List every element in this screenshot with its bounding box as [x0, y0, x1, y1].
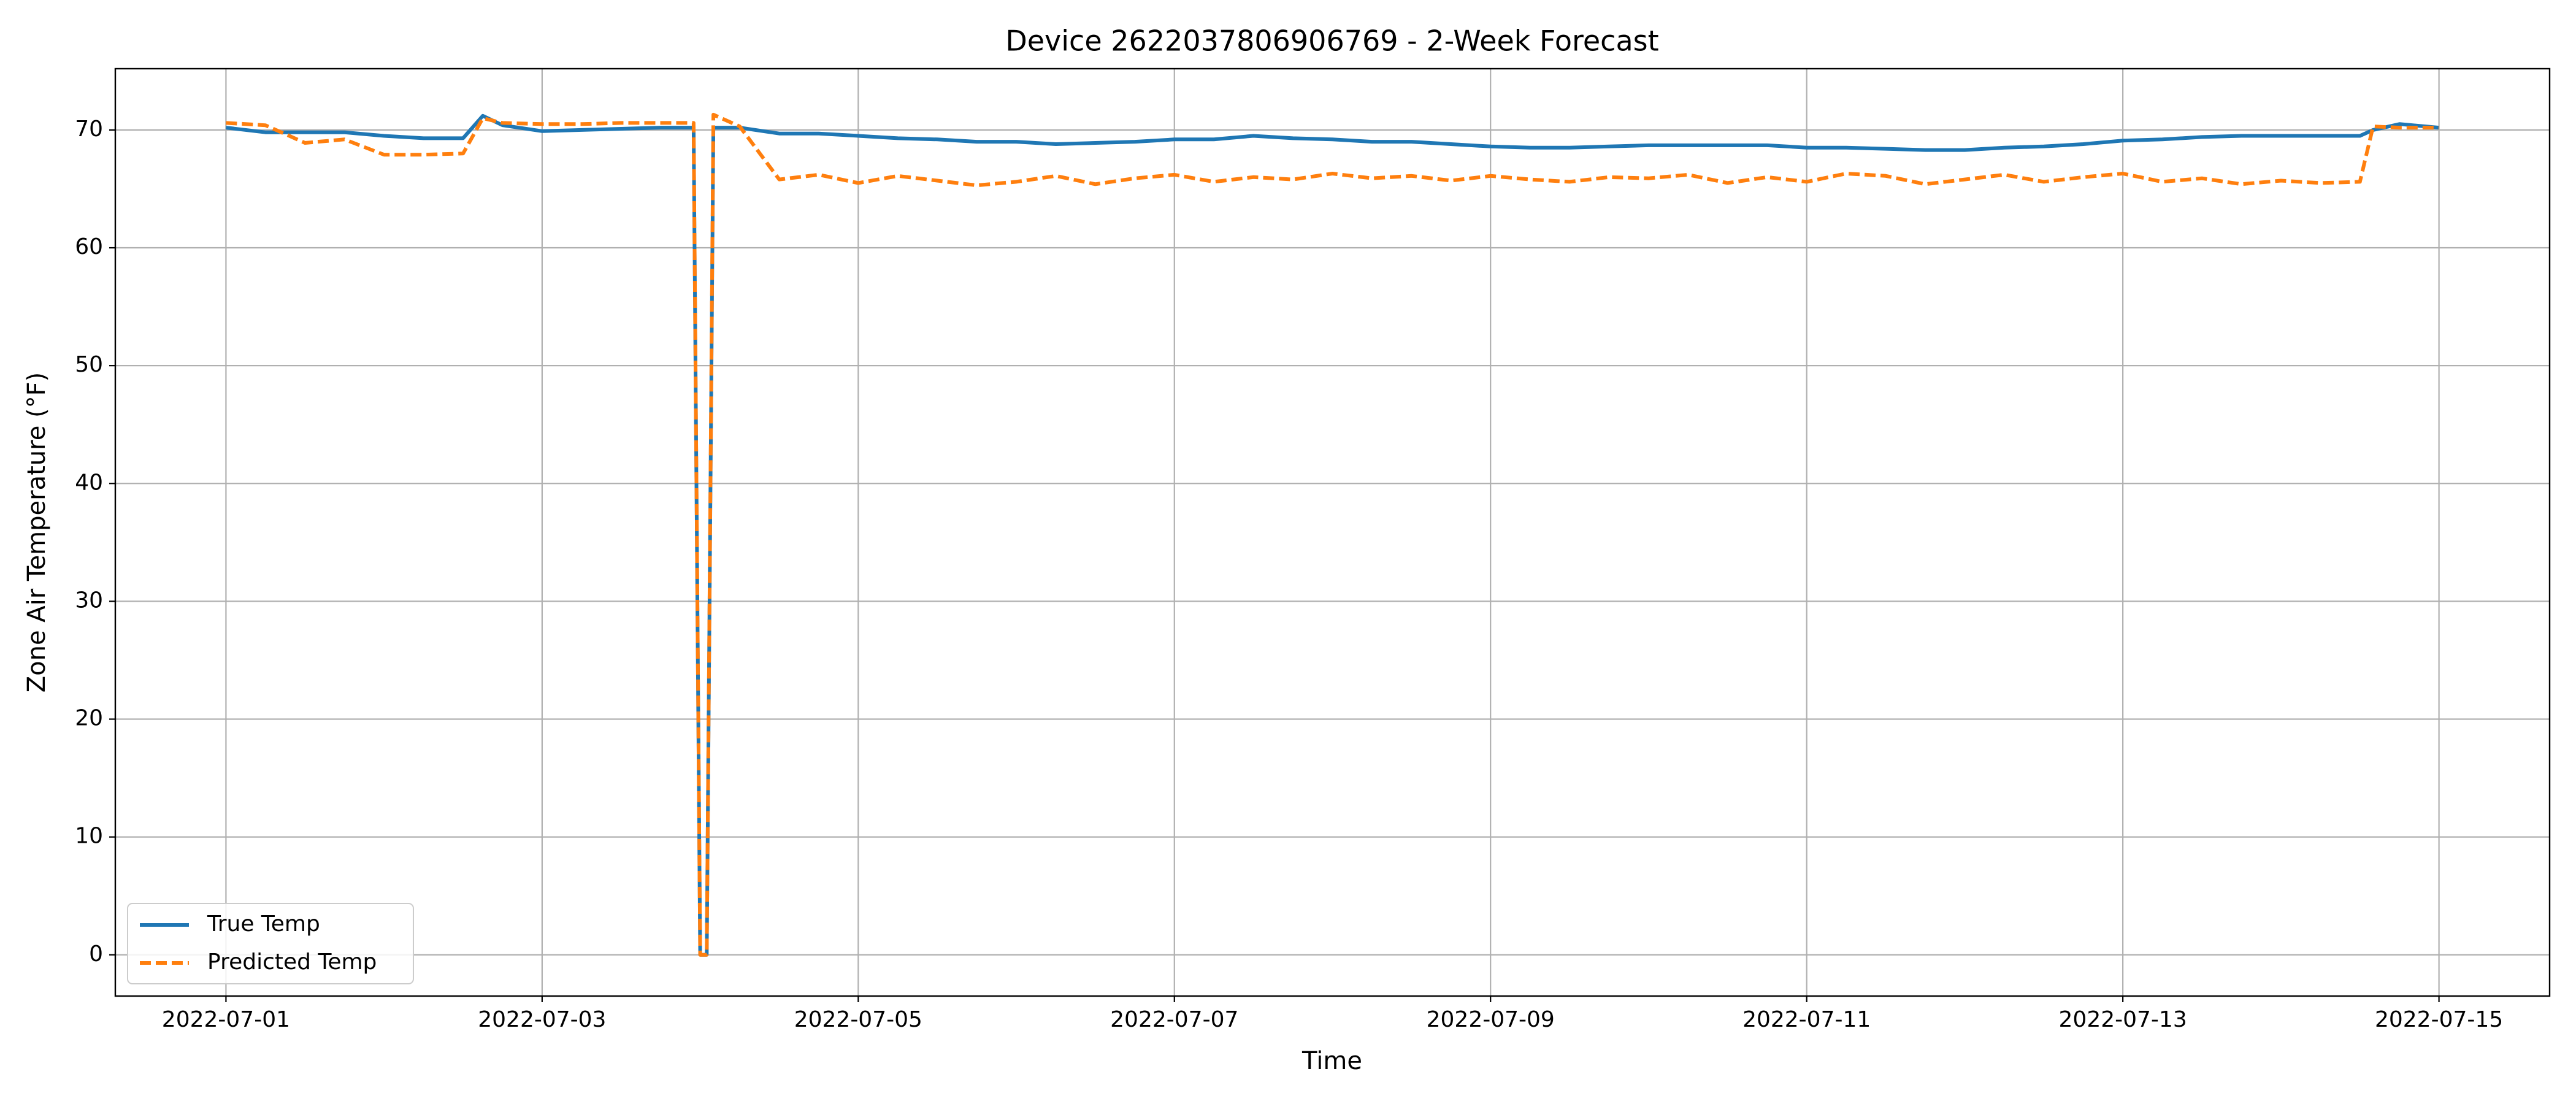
- x-tick-label: 2022-07-11: [1742, 1007, 1871, 1032]
- legend-label: Predicted Temp: [207, 949, 377, 975]
- y-tick-label: 20: [75, 706, 103, 731]
- y-tick-label: 40: [75, 470, 103, 495]
- legend-label: True Temp: [207, 911, 320, 937]
- y-tick-label: 70: [75, 117, 103, 142]
- x-tick-label: 2022-07-05: [794, 1007, 922, 1032]
- legend: True Temp Predicted Temp: [127, 903, 414, 984]
- x-tick-label: 2022-07-13: [2059, 1007, 2187, 1032]
- x-tick-label: 2022-07-03: [478, 1007, 606, 1032]
- chart-title: Device 2622037806906769 - 2-Week Forecas…: [1005, 25, 1658, 58]
- y-tick-label: 0: [89, 941, 103, 967]
- y-tick-label: 60: [75, 234, 103, 259]
- legend-box: [127, 903, 414, 984]
- axes-frame: [114, 67, 2551, 997]
- line-series: [226, 112, 2439, 957]
- y-axis-label: Zone Air Temperature (°F): [23, 372, 51, 693]
- x-tick-label: 2022-07-09: [1427, 1007, 1555, 1032]
- x-tick-label: 2022-07-15: [2375, 1007, 2503, 1032]
- line-series: [226, 113, 2439, 957]
- y-tick-label: 10: [75, 824, 103, 849]
- x-tick-label: 2022-07-01: [162, 1007, 290, 1032]
- y-tick-label: 30: [75, 588, 103, 613]
- x-tick-label: 2022-07-07: [1110, 1007, 1238, 1032]
- x-axis-label: Time: [1301, 1047, 1362, 1075]
- y-tick-label: 50: [75, 352, 103, 377]
